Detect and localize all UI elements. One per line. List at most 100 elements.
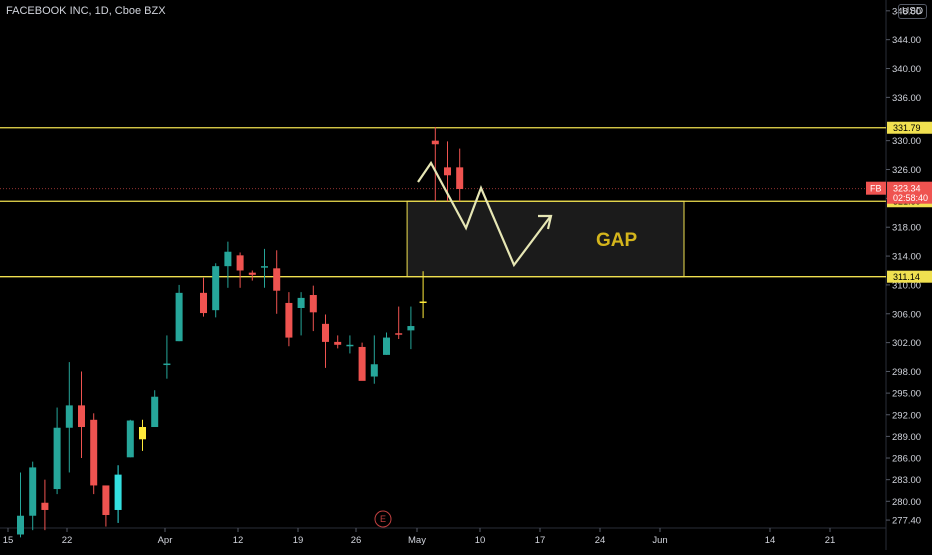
candle[interactable] [395, 306, 403, 340]
countdown-label: 02:58:40 [893, 193, 928, 203]
candle[interactable] [114, 465, 122, 523]
candle-body [139, 427, 146, 440]
candle-body [346, 344, 354, 347]
x-tick-label: 15 [3, 535, 14, 546]
currency-badge[interactable]: USD [898, 4, 928, 19]
candle-body [431, 140, 439, 145]
candle[interactable] [212, 263, 220, 318]
symbol-tag [866, 181, 886, 195]
candle[interactable] [285, 292, 293, 347]
candle-body [53, 427, 61, 490]
candle[interactable] [236, 252, 244, 288]
candle[interactable] [407, 306, 415, 350]
candle[interactable] [224, 241, 232, 288]
candle[interactable] [431, 126, 439, 202]
x-tick-label: May [408, 535, 426, 546]
candle[interactable] [29, 461, 37, 531]
y-tick-label: 310.00 [892, 280, 921, 291]
candle[interactable] [90, 413, 98, 495]
candle[interactable] [163, 335, 171, 379]
last-price-label: 323.34 [893, 184, 921, 194]
candle-body [224, 251, 232, 267]
candle[interactable] [309, 285, 317, 332]
candle[interactable] [383, 332, 390, 355]
candle[interactable] [444, 141, 451, 202]
candle-body [212, 266, 220, 311]
x-tick-label: 10 [475, 535, 486, 546]
candle-body [285, 302, 293, 338]
projection-path[interactable] [417, 160, 551, 268]
candle[interactable] [139, 419, 146, 451]
candle-body [297, 297, 305, 308]
candle-body [114, 474, 122, 510]
y-tick-label: 336.00 [892, 93, 921, 104]
candle-body [273, 268, 281, 291]
candle-body [407, 326, 415, 331]
x-tick-label: 24 [595, 535, 606, 546]
candle[interactable] [358, 342, 366, 381]
candle-body [322, 323, 329, 342]
candle[interactable] [65, 362, 73, 473]
y-tick-label: 326.00 [892, 165, 921, 176]
candle[interactable] [322, 314, 329, 368]
candle-body [200, 292, 207, 314]
y-tick-label: 340.00 [892, 64, 921, 75]
x-tick-label: 17 [535, 535, 546, 546]
candle[interactable] [78, 371, 85, 459]
candle-body [419, 301, 427, 304]
candle-body [261, 266, 268, 268]
y-tick-label: 306.00 [892, 309, 921, 320]
candle-body [456, 167, 464, 189]
candle-body [395, 333, 403, 335]
x-tick-label: 12 [233, 535, 244, 546]
x-tick-label: Apr [158, 535, 173, 546]
candle[interactable] [17, 472, 24, 538]
level-price-label: 331.79 [893, 123, 921, 133]
x-tick-label: 22 [62, 535, 73, 546]
y-tick-label: 280.00 [892, 497, 921, 508]
x-tick-label: 21 [825, 535, 836, 546]
candle[interactable] [41, 479, 49, 531]
y-tick-label: 344.00 [892, 35, 921, 46]
candle[interactable] [126, 419, 134, 458]
candle-body [102, 485, 110, 516]
candle[interactable] [102, 485, 110, 527]
candle[interactable] [456, 148, 464, 202]
candle-body [383, 337, 390, 355]
y-tick-label: 295.00 [892, 389, 921, 400]
y-tick-label: 283.00 [892, 475, 921, 486]
y-tick-label: 318.00 [892, 223, 921, 234]
candle[interactable] [297, 292, 305, 336]
last-price-tag [887, 181, 932, 204]
candle[interactable] [346, 335, 354, 354]
gap-zone[interactable] [406, 200, 685, 278]
candle-body [309, 295, 317, 313]
candle-body [41, 502, 49, 510]
candle[interactable] [175, 284, 183, 342]
y-tick-label: 302.00 [892, 338, 921, 349]
y-tick-label: 348.00 [892, 6, 921, 17]
candle[interactable] [261, 248, 268, 288]
candle-body [444, 167, 451, 176]
candle[interactable] [334, 335, 342, 349]
candle-body [90, 419, 98, 486]
candle-body [17, 515, 24, 535]
y-tick-label: 289.00 [892, 432, 921, 443]
symbol-tag-label: FB [870, 184, 882, 194]
earnings-marker-label: E [380, 514, 386, 524]
candle-body [29, 467, 37, 516]
candle[interactable] [53, 407, 61, 495]
candle[interactable] [248, 270, 256, 281]
candle[interactable] [273, 250, 281, 314]
candle[interactable] [151, 390, 159, 428]
candle[interactable] [419, 271, 427, 319]
earnings-marker-circle[interactable] [374, 510, 392, 528]
candle[interactable] [370, 335, 378, 384]
level-price-tag [887, 121, 932, 134]
y-tick-label: 330.00 [892, 136, 921, 147]
candle[interactable] [200, 277, 207, 317]
candle-body [175, 292, 183, 342]
candle-body [334, 341, 342, 345]
